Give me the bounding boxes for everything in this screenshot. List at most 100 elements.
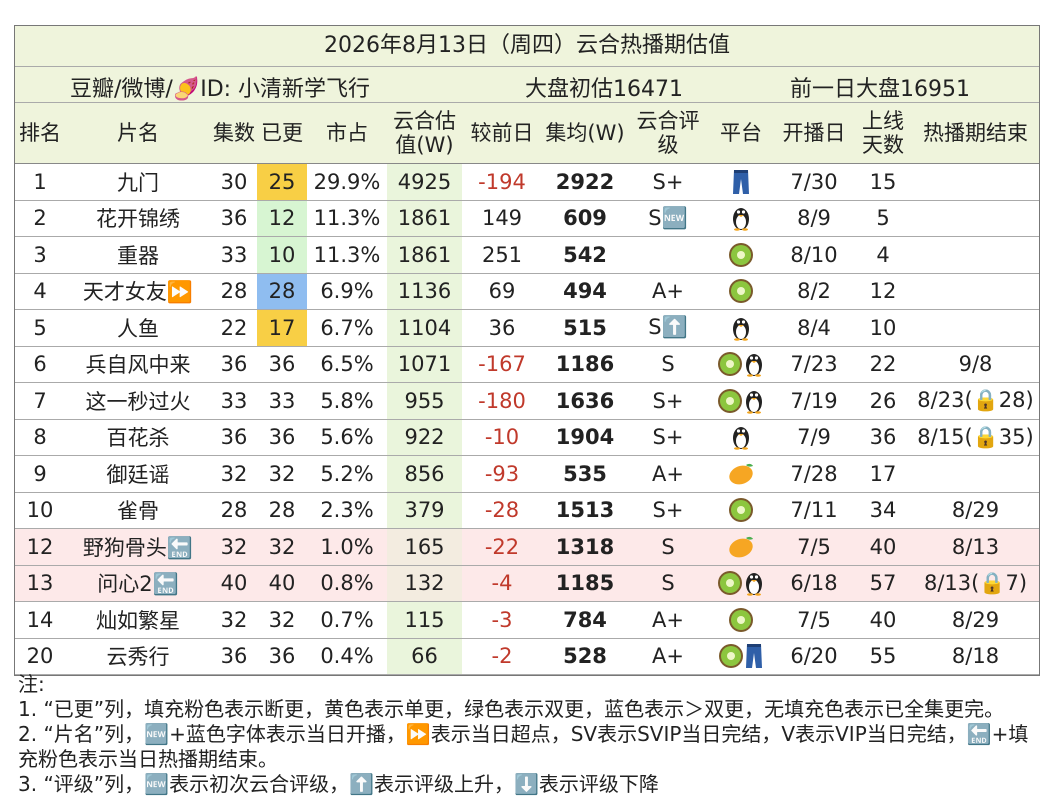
table-cell: S: [628, 346, 708, 383]
table-cell: 8/13: [912, 528, 1039, 566]
table-cell: 1186: [542, 346, 628, 383]
platform-cell: [708, 565, 774, 602]
table-body: 1 九门 30 25 29.9% 4925 -194 2922 S+ 7/30 15 2 花开锦绣 36 1…: [15, 163, 1039, 675]
table-cell: S+: [628, 419, 708, 456]
table-cell: 32: [257, 601, 307, 639]
table-cell: 花开锦绣: [65, 200, 211, 237]
table-cell: 10: [15, 492, 65, 529]
table-cell: 36: [211, 419, 257, 456]
table-cell: 494: [542, 273, 628, 310]
table-cell: 115: [387, 601, 462, 639]
table-cell: 132: [387, 565, 462, 602]
table-cell: 0.4%: [307, 638, 387, 675]
table-cell: [912, 200, 1039, 237]
table-cell: 33: [211, 382, 257, 420]
table-cell: -4: [462, 565, 542, 602]
table-cell: 36: [257, 419, 307, 456]
table-cell: 1.0%: [307, 528, 387, 566]
table-cell: 5.2%: [307, 455, 387, 493]
table-cell: 922: [387, 419, 462, 456]
table-cell: 542: [542, 236, 628, 274]
table-cell: 1136: [387, 273, 462, 310]
table-cell: -167: [462, 346, 542, 383]
column-header: 市占: [307, 103, 387, 164]
column-header: 热播期结束: [912, 103, 1039, 164]
table-cell: [912, 273, 1039, 310]
column-header: 云合估值(W): [387, 103, 462, 164]
table-cell: 1861: [387, 200, 462, 237]
table-row: 4 天才女友⏩ 28 28 6.9% 1136 69 494 A+ 8/2 12: [15, 273, 1039, 310]
table-cell: 25: [257, 163, 307, 201]
table-cell: S🆕: [628, 200, 708, 237]
platform-cell: [708, 638, 774, 675]
table-cell: [912, 236, 1039, 274]
table-cell: 15: [854, 163, 912, 201]
platform-cell: [708, 601, 774, 639]
table-cell: 8/13(🔒7): [912, 565, 1039, 602]
table-cell: 8/4: [774, 309, 854, 347]
info-row: 豆瓣/微博/🍠ID: 小清新学飞行 大盘初估16471 前一日大盘16951: [15, 67, 1039, 103]
platform-cell: [708, 455, 774, 493]
table-cell: S⬆️: [628, 309, 708, 347]
table-cell: -194: [462, 163, 542, 201]
column-header: 集数: [211, 103, 257, 164]
table-cell: 1318: [542, 528, 628, 566]
platform-icon: [718, 352, 742, 377]
table-card: 2026年8月13日（周四）云合热播期估值 豆瓣/微博/🍠ID: 小清新学飞行 …: [14, 25, 1040, 676]
table-cell: 40: [854, 528, 912, 566]
column-header: 较前日: [462, 103, 542, 164]
table-cell: 165: [387, 528, 462, 566]
previous: 前一日大盘16951: [790, 77, 970, 102]
note-line: 1. “已更”列，填充粉色表示断更，黄色表示单更，绿色表示双更，蓝色表示＞双更，…: [18, 697, 1005, 721]
table-cell: 10: [257, 236, 307, 274]
table-cell: 36: [257, 638, 307, 675]
table-cell: 7/9: [774, 419, 854, 456]
table-cell: 22: [854, 346, 912, 383]
platform-icon: [718, 571, 742, 596]
table-cell: -2: [462, 638, 542, 675]
note-line: 2. “片名”列，🆕+蓝色字体表示当日开播，⏩表示当日超点，SV表示SVIP当日…: [18, 722, 1029, 771]
table-cell: 29.9%: [307, 163, 387, 201]
table-cell: 6.7%: [307, 309, 387, 347]
table-cell: 8/9: [774, 200, 854, 237]
table-cell: 14: [15, 601, 65, 639]
header-row: 排名 片名 集数 已更 市占 云合估值(W) 较前日 集均(W) 云合评级 平台 开播日 上线天数 热播…: [15, 103, 1039, 164]
table-cell: [912, 309, 1039, 347]
platform-cell: [708, 419, 774, 456]
table-cell: 32: [211, 455, 257, 493]
table-cell: -93: [462, 455, 542, 493]
table-cell: 7/11: [774, 492, 854, 529]
platform-icon: [729, 464, 753, 485]
table-cell: 22: [211, 309, 257, 347]
table-cell: 九门: [65, 163, 211, 201]
table-cell: 34: [854, 492, 912, 529]
table-cell: 6.5%: [307, 346, 387, 383]
table-row: 13 问心2🔚 40 40 0.8% 132 -4 1185 S 6/18 57 8/13(🔒7): [15, 565, 1039, 602]
table-cell: 1071: [387, 346, 462, 383]
table-cell: 36: [462, 309, 542, 347]
table-cell: 7/19: [774, 382, 854, 420]
table-cell: 8/29: [912, 492, 1039, 529]
table-cell: 12: [257, 200, 307, 237]
table-cell: 5.6%: [307, 419, 387, 456]
table-cell: 55: [854, 638, 912, 675]
table-cell: -28: [462, 492, 542, 529]
table-cell: 7/5: [774, 601, 854, 639]
table-cell: 7: [15, 382, 65, 420]
table-cell: 重器: [65, 236, 211, 274]
table-cell: 野狗骨头🔚: [65, 528, 211, 566]
table-cell: A+: [628, 273, 708, 310]
note-line: 3. “评级”列，🆕表示初次云合评级，⬆️表示评级上升，⬇️表示评级下降: [18, 772, 659, 796]
table-cell: 0.7%: [307, 601, 387, 639]
table-cell: 7/23: [774, 346, 854, 383]
platform-icon: [719, 644, 743, 669]
table-cell: [628, 236, 708, 274]
table-row: 14 灿如繁星 32 32 0.7% 115 -3 784 A+ 7/5 40 8/29: [15, 601, 1039, 639]
column-header: 片名: [65, 103, 211, 164]
table-cell: 1104: [387, 309, 462, 347]
table-cell: 36: [211, 200, 257, 237]
table-cell: 1636: [542, 382, 628, 420]
notes: 注: 1. “已更”列，填充粉色表示断更，黄色表示单更，绿色表示双更，蓝色表示＞双…: [18, 672, 1033, 797]
column-header: 开播日: [774, 103, 854, 164]
